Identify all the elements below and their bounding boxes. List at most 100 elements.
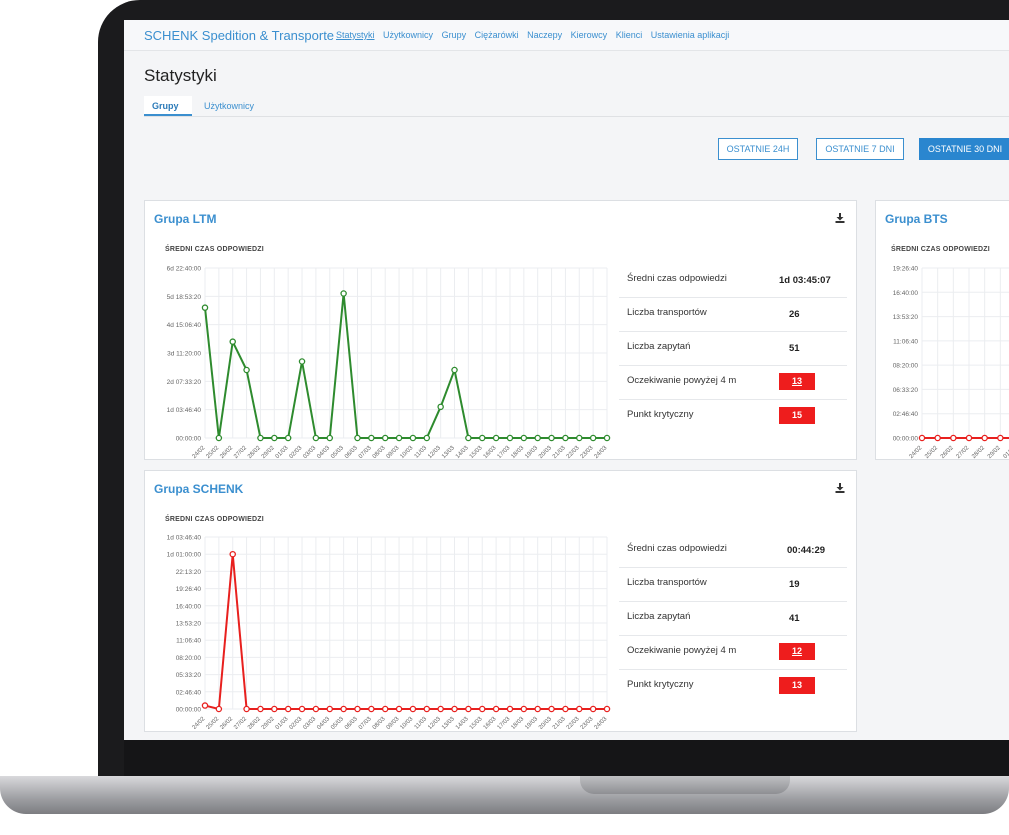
stat-value: 41 (789, 613, 800, 624)
data-point (381, 705, 389, 713)
data-point (340, 705, 347, 713)
x-tick-label: 19/03 (524, 445, 539, 459)
download-icon[interactable] (835, 213, 845, 223)
data-point (603, 434, 611, 442)
x-tick-label: 08/03 (372, 445, 387, 459)
data-point (576, 705, 583, 713)
y-tick-label: 11:06:40 (893, 338, 918, 345)
data-point (506, 434, 514, 442)
stat-badge-link[interactable]: 12 (779, 643, 815, 660)
nav-klienci[interactable]: Klienci (615, 30, 643, 40)
x-tick-label: 10/03 (399, 445, 414, 459)
y-tick-label: 00:00:00 (176, 436, 202, 443)
nav-ustawienia[interactable]: Ustawienia aplikacji (650, 30, 730, 40)
data-point (520, 705, 528, 713)
tab-uzytkownicy[interactable]: Użytkownicy (204, 101, 255, 111)
stat-row: Średni czas odpowiedzi 1d 03:45:07 (619, 263, 847, 298)
data-point (271, 705, 278, 713)
nav-menu: Statystyki Użytkownicy Grupy Ciężarówki … (336, 30, 735, 40)
data-point (395, 705, 403, 713)
card-bts: Grupa BTS ŚREDNI CZAS ODPOWIEDZI 00:00:0… (875, 200, 1009, 460)
data-point (589, 434, 597, 442)
data-point (284, 705, 292, 713)
y-tick-label: 5d 18:53:20 (167, 294, 202, 301)
stat-row: Punkt krytyczny 13 (619, 669, 847, 703)
stat-row: Oczekiwanie powyżej 4 m 12 (619, 635, 847, 670)
laptop-notch (580, 776, 790, 794)
data-point (478, 434, 486, 442)
stat-value: 00:44:29 (787, 545, 826, 556)
data-point (409, 705, 417, 713)
stat-label: Średni czas odpowiedzi (627, 543, 727, 554)
tabs-bar: Grupy Użytkownicy (144, 96, 1009, 117)
y-tick-label: 1d 01:00:00 (167, 552, 202, 559)
range-7d-button[interactable]: OSTATNIE 7 DNI (816, 138, 904, 160)
nav-kierowcy[interactable]: Kierowcy (570, 30, 608, 40)
data-point (368, 705, 375, 713)
stat-value: 19 (789, 579, 800, 590)
response-time-chart: 00:00:00 02:46:40 06:33:20 08:20:00 11:06:40… (893, 266, 1009, 459)
data-point (326, 705, 334, 713)
x-tick-label: 24/02 (192, 445, 207, 459)
x-tick-label: 14/03 (455, 445, 470, 459)
y-tick-label: 3d 11:20:00 (167, 351, 201, 358)
y-tick-label: 05:33:20 (176, 672, 202, 679)
brand-name[interactable]: SCHENK Spedition & Transporte (144, 28, 335, 43)
data-point (215, 434, 223, 442)
stat-row: Punkt krytyczny 15 (619, 399, 847, 433)
y-tick-label: 06:33:20 (893, 387, 919, 394)
stat-badge: 15 (779, 407, 815, 424)
x-tick-label: 20/03 (538, 445, 553, 459)
data-point (243, 705, 250, 713)
x-tick-label: 28/02 (971, 445, 986, 459)
data-point (257, 705, 264, 713)
stat-row: Oczekiwanie powyżej 4 m 13 (619, 365, 847, 400)
stat-row: Średni czas odpowiedzi 00:44:29 (619, 533, 847, 568)
range-24h-button[interactable]: OSTATNIE 24H (718, 138, 798, 160)
y-tick-label: 13:53:20 (893, 314, 919, 321)
data-point (451, 705, 458, 713)
download-icon[interactable] (835, 483, 845, 493)
x-tick-label: 09/03 (386, 445, 401, 459)
tab-grupy[interactable]: Grupy (144, 96, 192, 116)
top-navbar: SCHENK Spedition & Transporte Statystyki… (124, 20, 1009, 51)
x-tick-label: 03/03 (302, 445, 317, 459)
laptop-base (0, 776, 1009, 814)
x-tick-label: 13/03 (441, 445, 456, 459)
response-time-chart: 00:00:00 1d 03:46:40 2d 07:33:20 3d 11:20:0… (167, 266, 611, 459)
y-tick-label: 11:06:40 (176, 638, 201, 645)
data-point (918, 434, 926, 442)
data-point (520, 434, 528, 442)
x-tick-label: 16/03 (483, 445, 498, 459)
x-tick-label: 01/03 (1003, 445, 1009, 459)
y-tick-label: 1d 03:46:40 (167, 535, 202, 542)
data-point (451, 366, 458, 374)
card-ltm: Grupa LTM ŚREDNI CZAS ODPOWIEDZI 00:00:0… (144, 200, 857, 460)
x-tick-label: 11/03 (414, 445, 429, 459)
data-point (478, 705, 486, 713)
response-time-chart: 00:00:00 02:46:40 05:33:20 08:20:00 11:06:40… (167, 535, 611, 729)
x-tick-label: 05/03 (330, 445, 345, 459)
series-line (204, 293, 607, 439)
data-point (312, 434, 320, 442)
y-tick-label: 13:53:20 (176, 621, 202, 628)
data-point (506, 705, 514, 713)
nav-statystyki[interactable]: Statystyki (336, 30, 375, 40)
range-30d-button[interactable]: OSTATNIE 30 DNI (919, 138, 1009, 160)
nav-ciezarowki[interactable]: Ciężarówki (474, 30, 519, 40)
data-point (215, 705, 223, 713)
data-point (229, 550, 236, 558)
y-tick-label: 00:00:00 (176, 707, 202, 714)
nav-naczepy[interactable]: Naczepy (527, 30, 563, 40)
card-title: Grupa LTM (154, 212, 217, 226)
x-tick-label: 27/02 (956, 445, 971, 459)
x-tick-label: 25/02 (924, 445, 939, 459)
x-tick-label: 06/03 (344, 445, 359, 459)
y-tick-label: 08:20:00 (176, 655, 202, 662)
nav-grupy[interactable]: Grupy (441, 30, 467, 40)
stat-badge-link[interactable]: 13 (779, 373, 815, 390)
y-tick-label: 19:26:40 (176, 586, 202, 593)
nav-uzytkownicy[interactable]: Użytkownicy (383, 30, 434, 40)
x-tick-label: 24/02 (909, 445, 924, 459)
data-point (243, 366, 250, 374)
